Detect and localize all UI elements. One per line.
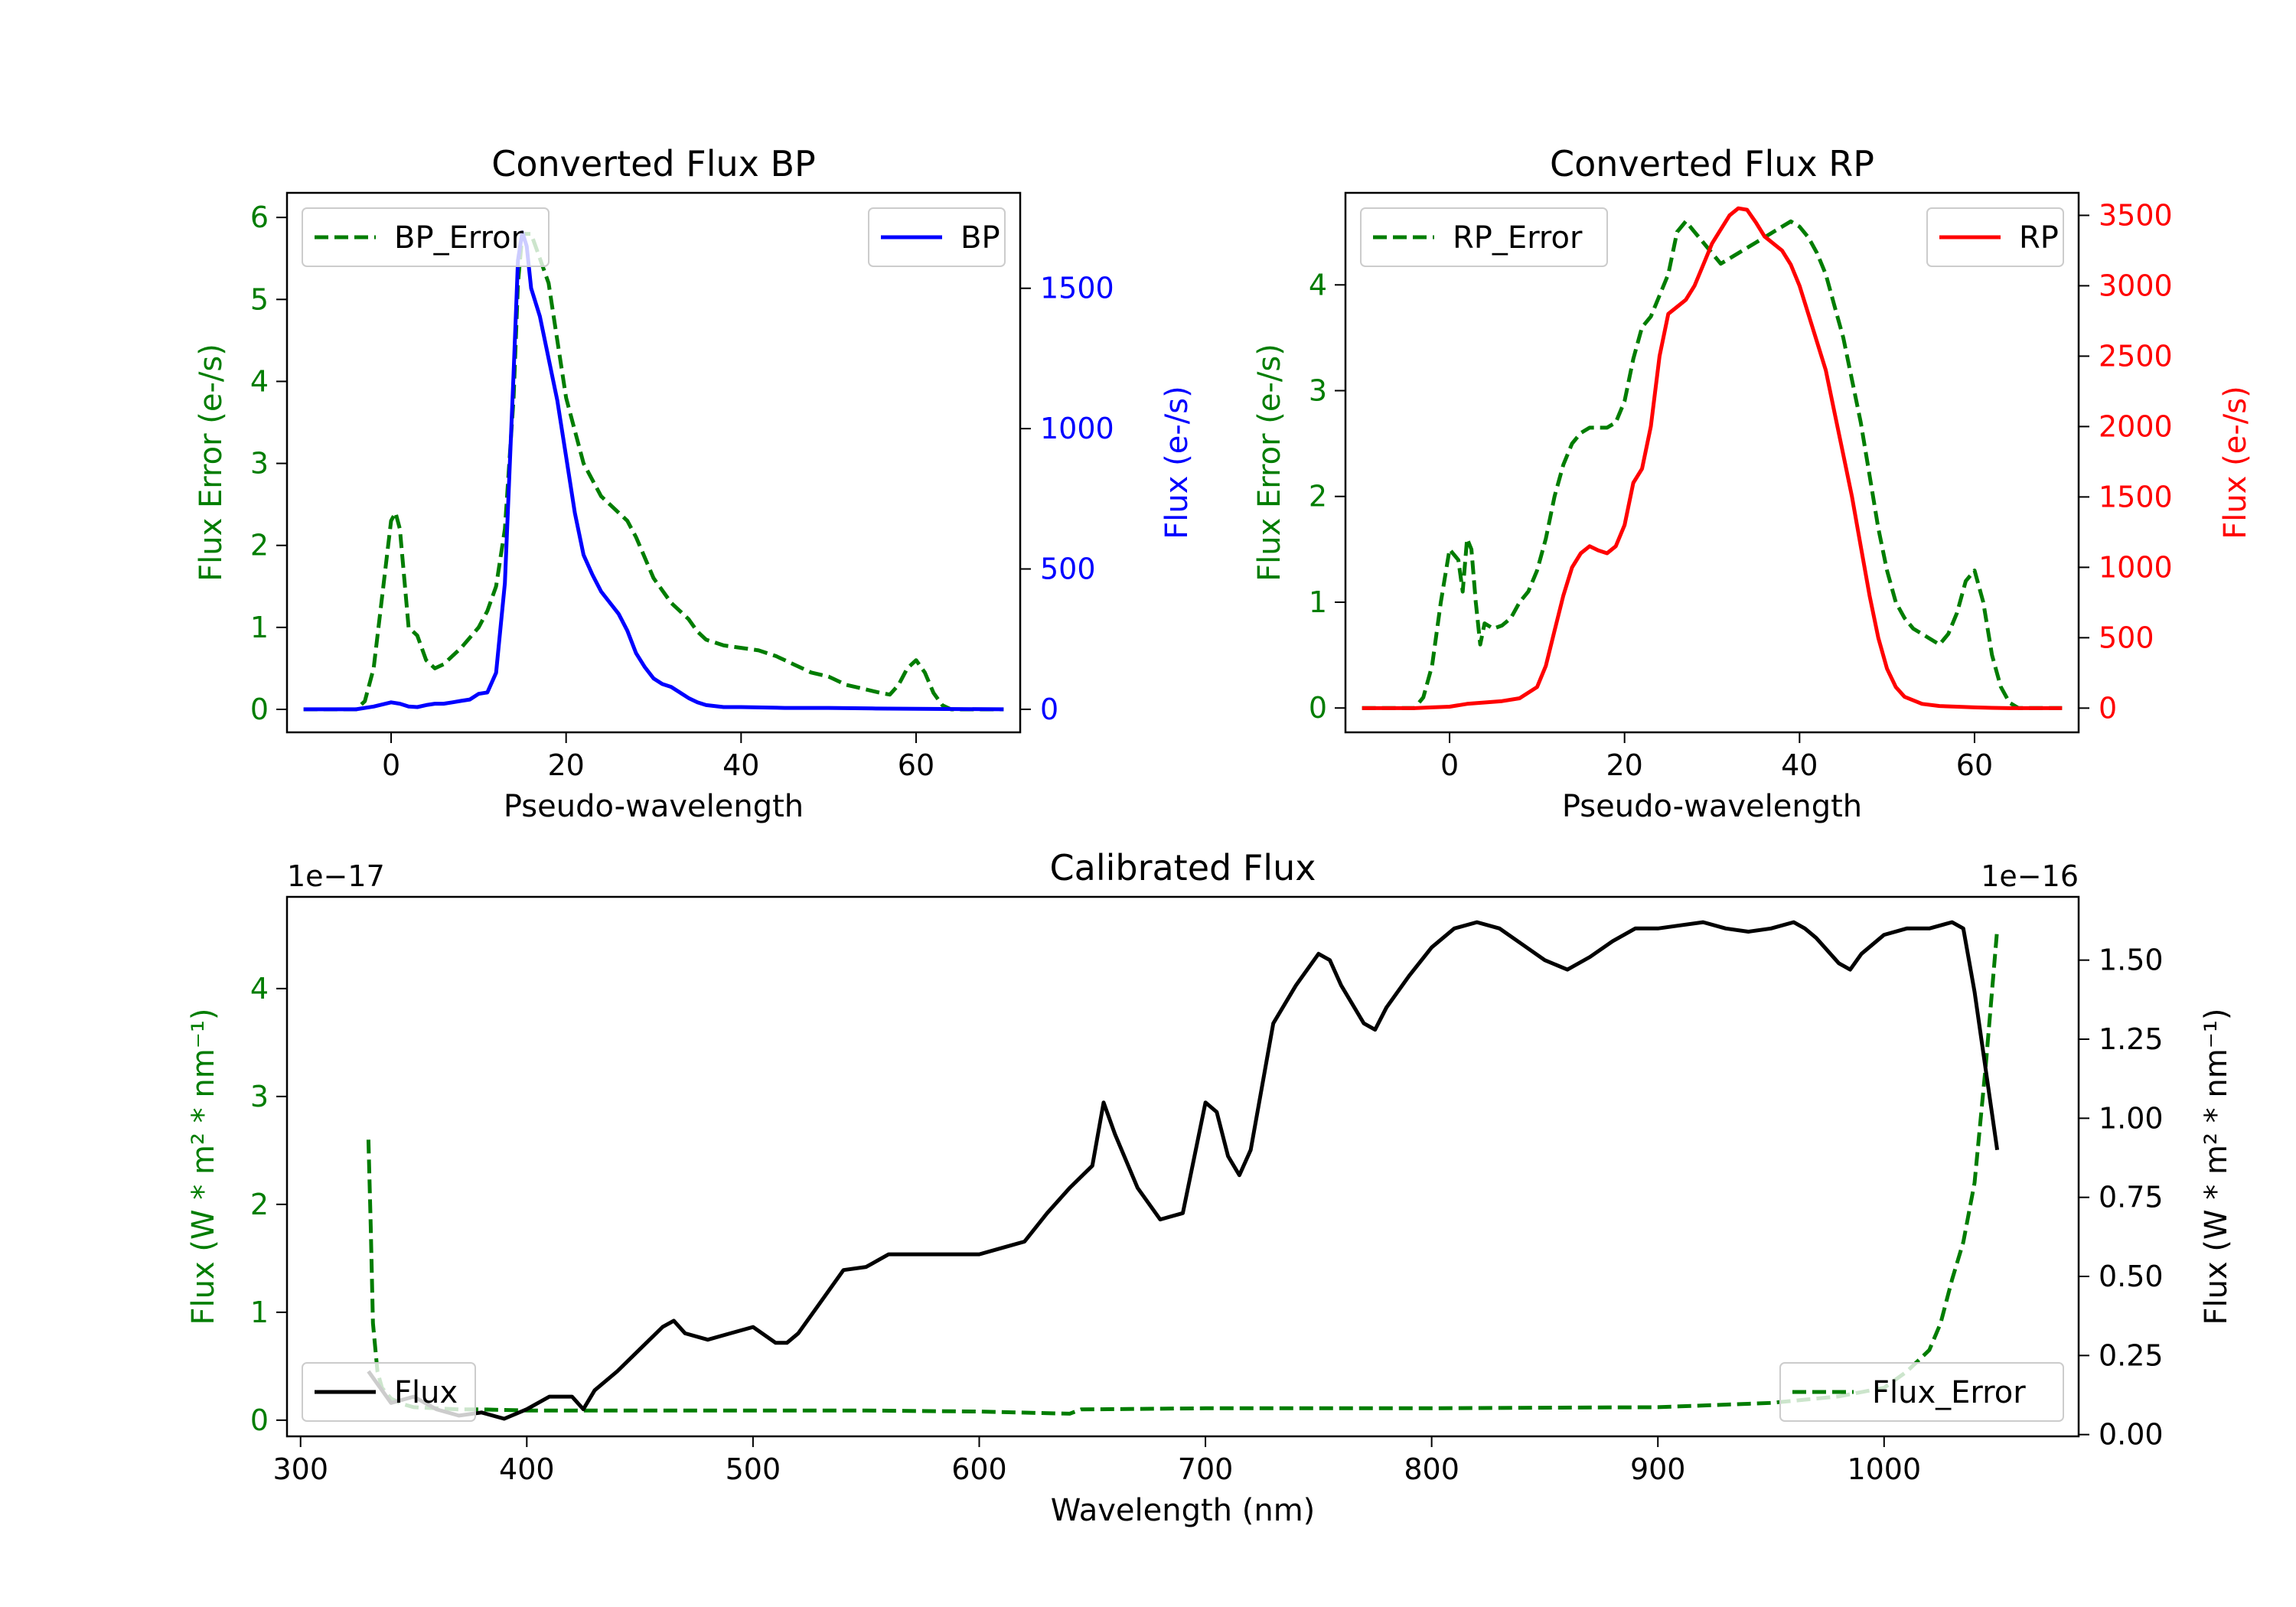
axes-frame [285, 191, 1022, 734]
y-right-tick-label: 3500 [2099, 198, 2173, 232]
x-axis-label: Pseudo-wavelength [504, 789, 804, 824]
legend-box [1779, 1362, 2064, 1422]
legend-label: RP_Error [1453, 220, 1583, 256]
y-left-tick-label: 2 [250, 529, 269, 562]
x-tick-label: 600 [951, 1452, 1007, 1486]
legend-bp-error: BP_Error [302, 207, 550, 267]
y-left-tick-label: 0 [250, 693, 269, 726]
y-right-tick-label: 1.50 [2099, 944, 2164, 977]
y-left-tick-label: 3 [250, 1080, 269, 1113]
x-tick-label: 500 [726, 1452, 781, 1486]
y-right-offset-text: 1e−16 [1981, 859, 2079, 893]
y-left-tick-label: 0 [1309, 691, 1327, 725]
series-bp-line [303, 230, 1004, 712]
y-right-tick-label: 1.00 [2099, 1101, 2164, 1135]
y-left-tick-label: 1 [250, 611, 269, 644]
legend-label: BP [960, 220, 1000, 256]
y-right-tick-label: 1.25 [2099, 1022, 2164, 1056]
x-tick-label: 400 [499, 1452, 555, 1486]
plot-area [1362, 206, 2063, 710]
y-right-tick-label: 0 [2099, 691, 2117, 725]
series-bp-error-line [303, 232, 1004, 712]
legend-label: RP [2019, 220, 2059, 256]
y-left-axis-label: Flux Error (e-/s) [194, 344, 229, 582]
y-right-tick-label: 0.50 [2099, 1260, 2164, 1293]
y-left-offset-text: 1e−17 [287, 859, 385, 893]
y-right-tick-label: 2500 [2099, 339, 2173, 373]
chart-3: 300 400 500 600 700 800 900 1000 0 1 2 3 4 0.00 0.25 0.… [186, 847, 2234, 1528]
axes-frame [1344, 191, 2080, 734]
legend-label: Flux [394, 1375, 458, 1410]
y-left-tick-label: 4 [250, 972, 269, 1006]
y-right-tick-label: 2000 [2099, 409, 2173, 443]
x-tick-label: 700 [1178, 1452, 1234, 1486]
x-axis-label: Wavelength (nm) [1051, 1493, 1316, 1528]
legend-bp: BP [868, 207, 1006, 267]
chart-title: Converted Flux BP [491, 143, 816, 184]
y-right-axis-label: Flux (W * m² * nm⁻¹) [2199, 1009, 2234, 1325]
x-tick-label: 60 [1956, 748, 1993, 782]
x-tick-label: 1000 [1847, 1452, 1921, 1486]
y-left-tick-label: 3 [250, 447, 269, 481]
y-left-axis-label: Flux (W * m² * nm⁻¹) [186, 1009, 221, 1325]
x-axis-label: Pseudo-wavelength [1562, 789, 1862, 824]
x-tick-label: 900 [1630, 1452, 1686, 1486]
x-tick-label: 0 [382, 748, 400, 782]
legend-label: Flux_Error [1872, 1375, 2026, 1410]
x-tick-label: 20 [1606, 748, 1643, 782]
axes-frame [285, 895, 2080, 1438]
y-right-tick-label: 500 [2099, 621, 2154, 654]
legend-box [1360, 207, 1608, 267]
y-right-tick-label: 1000 [1040, 412, 1114, 445]
series-flux-line [367, 920, 2000, 1421]
y-right-axis-label: Flux (e-/s) [1159, 386, 1195, 539]
y-left-axis-label: Flux Error (e-/s) [1252, 344, 1287, 582]
x-tick-label: 60 [898, 748, 934, 782]
y-left-tick-label: 2 [1309, 480, 1327, 513]
legend-rp-error: RP_Error [1360, 207, 1608, 267]
y-right-tick-label: 1000 [2099, 550, 2173, 584]
legend-rp: RP [1926, 207, 2064, 267]
series-rp-error-line [1362, 219, 2063, 710]
y-right-tick-label: 0.25 [2099, 1338, 2164, 1372]
y-left-tick-label: 6 [250, 200, 269, 234]
y-left-tick-label: 3 [1309, 374, 1327, 408]
y-right-tick-label: 1500 [1040, 272, 1114, 305]
chart-title: Converted Flux RP [1550, 143, 1874, 184]
legend-box [302, 207, 550, 267]
plot-area [303, 230, 1004, 712]
y-left-tick-label: 5 [250, 282, 269, 316]
y-left-tick-label: 4 [250, 364, 269, 398]
legend-flux-error: Flux_Error [1779, 1362, 2064, 1422]
legend-label: BP_Error [394, 220, 524, 256]
y-left-tick-label: 4 [1309, 268, 1327, 302]
y-left-tick-label: 0 [250, 1403, 269, 1437]
y-left-tick-label: 1 [250, 1296, 269, 1329]
y-right-tick-label: 0.00 [2099, 1418, 2164, 1452]
y-left-tick-label: 1 [1309, 585, 1327, 619]
y-right-tick-label: 0 [1040, 693, 1058, 726]
y-right-tick-label: 500 [1040, 553, 1096, 586]
y-right-tick-label: 1500 [2099, 480, 2173, 513]
chart-2: 0 20 40 60012340500100015002000250030003500… [1252, 143, 2253, 824]
x-tick-label: 0 [1440, 748, 1459, 782]
x-tick-label: 40 [722, 748, 759, 782]
x-tick-label: 800 [1404, 1452, 1459, 1486]
chart-title: Calibrated Flux [1050, 847, 1316, 888]
legend-box [302, 1362, 476, 1422]
x-tick-label: 40 [1781, 748, 1818, 782]
y-right-tick-label: 3000 [2099, 269, 2173, 302]
x-tick-label: 20 [548, 748, 585, 782]
y-left-tick-label: 2 [250, 1188, 269, 1221]
y-right-axis-label: Flux (e-/s) [2218, 386, 2253, 539]
y-right-tick-label: 0.75 [2099, 1181, 2164, 1214]
x-tick-label: 300 [272, 1452, 328, 1486]
series-rp-line [1362, 206, 2063, 710]
legend-flux: Flux [302, 1362, 476, 1422]
